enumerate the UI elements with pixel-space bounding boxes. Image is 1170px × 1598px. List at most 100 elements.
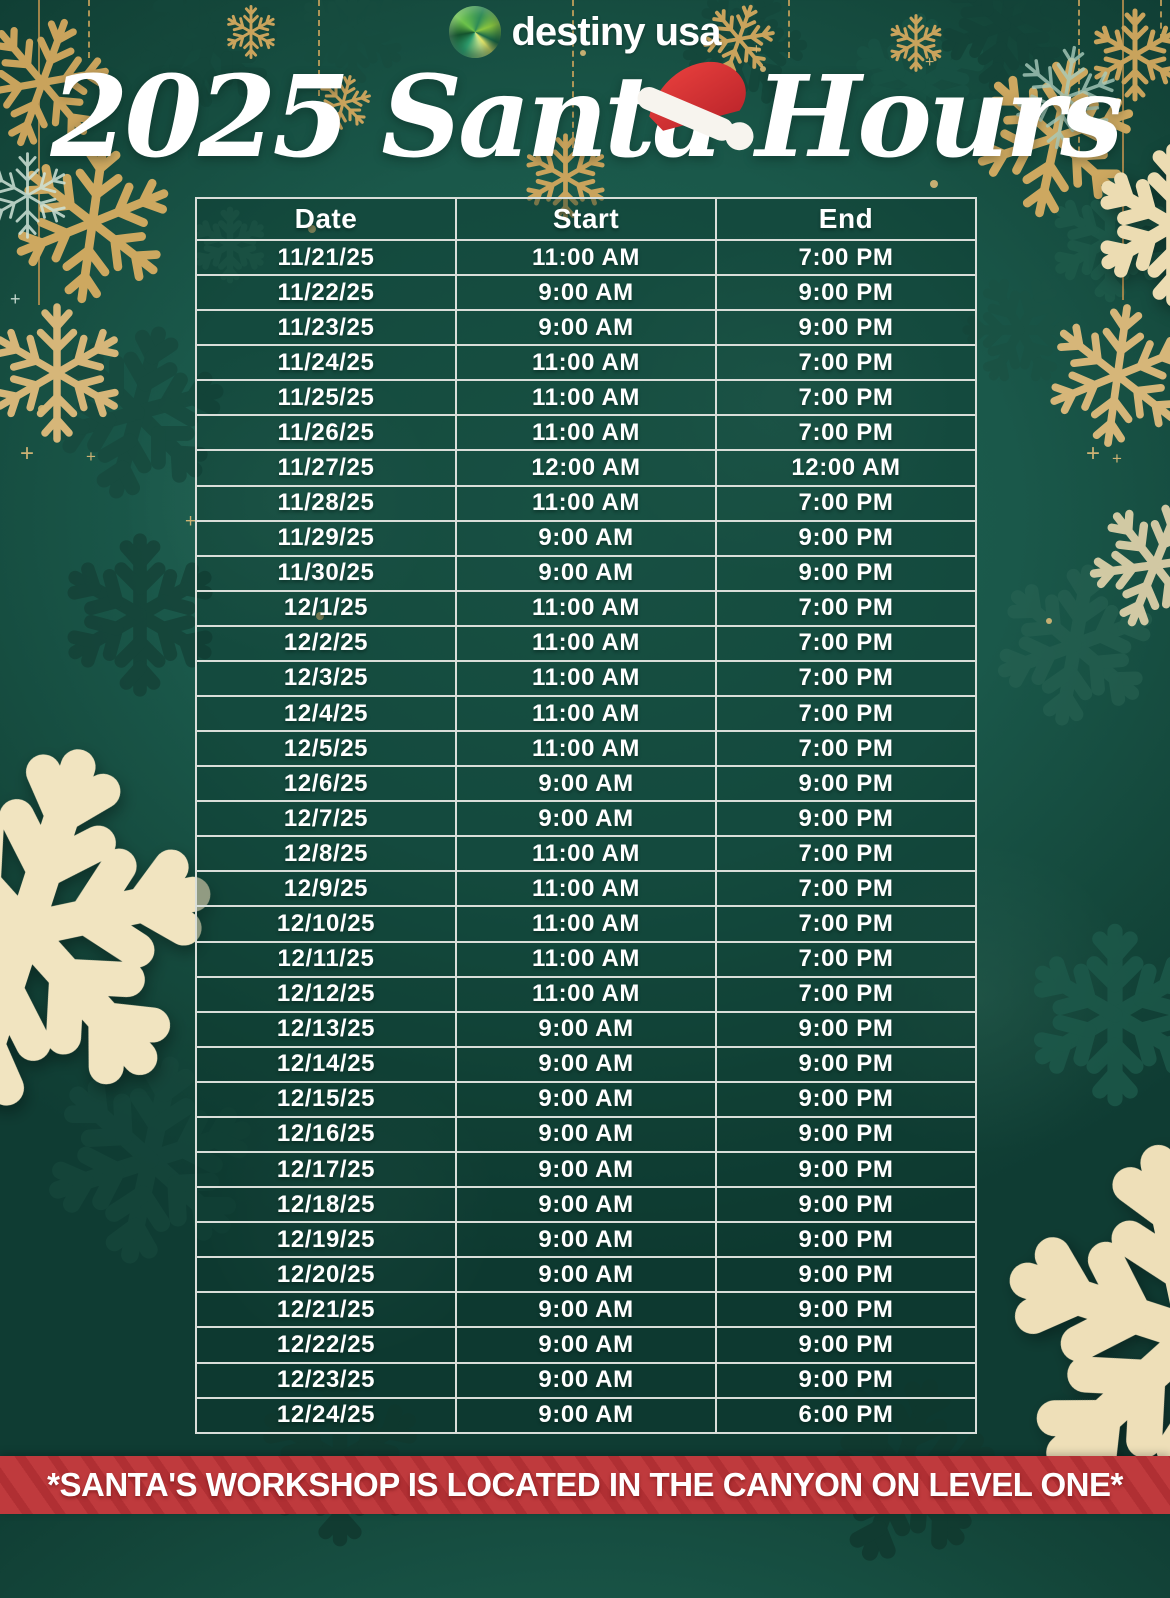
table-row: 12/16/25 9:00 AM 9:00 PM	[195, 1115, 977, 1154]
table-cell: 9:00 AM	[455, 1115, 717, 1154]
sparkle-dot-icon	[1046, 618, 1052, 624]
logo: destiny usa	[0, 6, 1170, 58]
table-cell: 9:00 PM	[715, 1221, 977, 1259]
table-row: 12/2/25 11:00 AM 7:00 PM	[195, 624, 977, 662]
table-cell: 12/4/25	[195, 695, 457, 733]
table-cell: 9:00 AM	[455, 519, 717, 557]
table-cell: 9:00 AM	[455, 800, 717, 838]
table-cell: 12/19/25	[195, 1221, 457, 1259]
sparkle-dot-icon	[760, 66, 766, 72]
table-row: 11/23/25 9:00 AM 9:00 PM	[195, 309, 977, 347]
table-cell: 9:00 AM	[455, 1326, 717, 1364]
table-row: 12/6/25 9:00 AM 9:00 PM	[195, 765, 977, 803]
table-cell: 9:00 PM	[715, 800, 977, 838]
sparkle-icon: +	[10, 289, 21, 309]
table-cell: 12/11/25	[195, 940, 457, 978]
table-cell: 11/30/25	[195, 554, 457, 592]
table-row: 12/19/25 9:00 AM 9:00 PM	[195, 1221, 977, 1259]
table-cell: 9:00 PM	[715, 519, 977, 557]
table-cell: 7:00 PM	[715, 940, 977, 978]
snowflake-icon	[1030, 288, 1170, 463]
table-cell: 11:00 AM	[455, 835, 717, 873]
table-cell: 9:00 AM	[455, 1256, 717, 1294]
table-cell: 11:00 AM	[455, 238, 717, 277]
table-row: 12/20/25 9:00 AM 9:00 PM	[195, 1256, 977, 1294]
table-cell: 12/6/25	[195, 765, 457, 803]
table-row: 11/28/25 11:00 AM 7:00 PM	[195, 484, 977, 522]
table-cell: 11/26/25	[195, 414, 457, 452]
table-cell: 12/9/25	[195, 870, 457, 908]
snowflake-icon	[0, 298, 132, 448]
table-cell: 9:00 AM	[455, 309, 717, 347]
table-cell: 11:00 AM	[455, 940, 717, 978]
table-cell: 11/23/25	[195, 309, 457, 347]
table-cell: 9:00 PM	[715, 1151, 977, 1189]
table-cell: 7:00 PM	[715, 730, 977, 768]
table-cell: 12/20/25	[195, 1256, 457, 1294]
table-cell: 9:00 AM	[455, 1151, 717, 1189]
sparkle-icon: +	[20, 440, 35, 467]
table-cell: 9:00 AM	[455, 1396, 717, 1435]
table-row: 12/4/25 11:00 AM 7:00 PM	[195, 695, 977, 733]
table-cell: 12/7/25	[195, 800, 457, 838]
table-cell: 11/28/25	[195, 484, 457, 522]
footer-banner-text: *SANTA'S WORKSHOP IS LOCATED IN THE CANY…	[47, 1466, 1123, 1503]
table-row: 12/3/25 11:00 AM 7:00 PM	[195, 659, 977, 698]
table-row: 12/11/25 11:00 AM 7:00 PM	[195, 940, 977, 978]
table-row: 12/5/25 11:00 AM 7:00 PM	[195, 730, 977, 768]
table-cell: 7:00 PM	[715, 624, 977, 662]
table-cell: 7:00 PM	[715, 484, 977, 522]
table-cell: 11:00 AM	[455, 975, 717, 1013]
table-cell: 11:00 AM	[455, 730, 717, 768]
table-row: 11/29/25 9:00 AM 9:00 PM	[195, 519, 977, 557]
table-cell: 9:00 PM	[715, 1361, 977, 1399]
table-cell: 9:00 PM	[715, 274, 977, 312]
table-row: 12/18/25 9:00 AM 9:00 PM	[195, 1186, 977, 1224]
table-cell: 11/22/25	[195, 274, 457, 312]
table-cell: 12/22/25	[195, 1326, 457, 1364]
table-cell: 11:00 AM	[455, 695, 717, 733]
table-cell: 12/1/25	[195, 589, 457, 627]
table-row: 12/15/25 9:00 AM 9:00 PM	[195, 1080, 977, 1118]
santa-hat-icon	[637, 61, 754, 151]
table-cell: 9:00 AM	[455, 1291, 717, 1329]
table-cell: 9:00 AM	[455, 1080, 717, 1118]
table-cell: 12/8/25	[195, 835, 457, 873]
table-cell: 12/2/25	[195, 624, 457, 662]
table-row: 12/23/25 9:00 AM 9:00 PM	[195, 1361, 977, 1399]
sparkle-dot-icon	[580, 50, 586, 56]
table-cell: 9:00 AM	[455, 1221, 717, 1259]
table-cell: 9:00 PM	[715, 1010, 977, 1048]
table-cell: 9:00 PM	[715, 1186, 977, 1224]
table-cell: 9:00 AM	[455, 1361, 717, 1399]
sparkle-icon: +	[1112, 449, 1122, 468]
table-cell: 12/21/25	[195, 1291, 457, 1329]
sparkle-icon: +	[752, 41, 761, 58]
table-cell: 9:00 AM	[455, 765, 717, 803]
table-cell: 7:00 PM	[715, 589, 977, 627]
table-cell: 7:00 PM	[715, 695, 977, 733]
table-cell: 9:00 PM	[715, 1080, 977, 1118]
column-header-date: Date	[195, 197, 457, 241]
table-row: 11/30/25 9:00 AM 9:00 PM	[195, 554, 977, 592]
table-cell: 9:00 AM	[455, 1045, 717, 1083]
table-cell: 12/13/25	[195, 1010, 457, 1048]
table-cell: 12/24/25	[195, 1396, 457, 1435]
table-cell: 7:00 PM	[715, 835, 977, 873]
table-row: 12/1/25 11:00 AM 7:00 PM	[195, 589, 977, 627]
table-cell: 7:00 PM	[715, 344, 977, 382]
table-cell: 12/14/25	[195, 1045, 457, 1083]
logo-text: destiny usa	[511, 9, 721, 54]
table-row: 12/21/25 9:00 AM 9:00 PM	[195, 1291, 977, 1329]
table-cell: 9:00 PM	[715, 765, 977, 803]
table-cell: 12/12/25	[195, 975, 457, 1013]
column-header-start: Start	[455, 197, 717, 241]
table-row: 12/14/25 9:00 AM 9:00 PM	[195, 1045, 977, 1083]
table-cell: 9:00 AM	[455, 274, 717, 312]
table-cell: 7:00 PM	[715, 379, 977, 417]
column-header-end: End	[715, 197, 977, 241]
table-cell: 12/23/25	[195, 1361, 457, 1399]
table-cell: 11/29/25	[195, 519, 457, 557]
table-row: 12/7/25 9:00 AM 9:00 PM	[195, 800, 977, 838]
table-cell: 12/5/25	[195, 730, 457, 768]
